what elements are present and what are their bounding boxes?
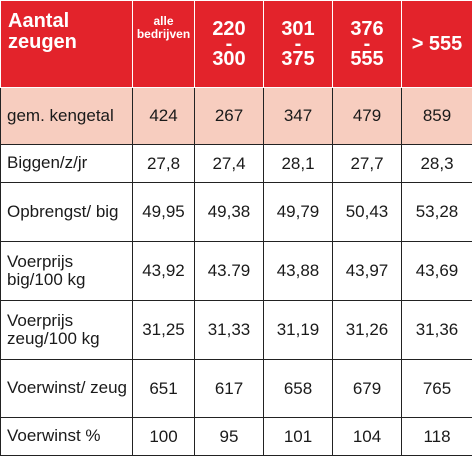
range-to: 375: [264, 49, 332, 70]
header-alle-bedrijven: alle bedrijven: [133, 1, 195, 88]
table-row-opbrengst: Opbrengst/ big 49,95 49,38 49,79 50,43 5…: [1, 183, 472, 242]
table-cell: 31,19: [264, 301, 333, 360]
row-label: Voerwinst %: [1, 418, 133, 456]
table-cell: 617: [195, 360, 264, 418]
table-cell: 95: [195, 418, 264, 456]
table-row-voerprijs-big: Voerprijs big/100 kg 43,92 43.79 43,88 4…: [1, 242, 472, 301]
table-cell: 28,3: [402, 145, 472, 183]
table-cell: 104: [333, 418, 402, 456]
table-cell: 267: [195, 88, 264, 145]
table-cell: 859: [402, 88, 472, 145]
row-label: Voerprijs zeug/100 kg: [1, 301, 133, 360]
table-cell: 49,38: [195, 183, 264, 242]
header-range-301-375: 301 - 375: [264, 1, 333, 88]
table-cell: 43,69: [402, 242, 472, 301]
table-row-gem-kengetal: gem. kengetal 424 267 347 479 859: [1, 88, 472, 145]
table-cell: 658: [264, 360, 333, 418]
row-label: Voerprijs big/100 kg: [1, 242, 133, 301]
header-row: Aantal zeugen alle bedrijven 220 - 300 3…: [1, 1, 472, 88]
table-cell: 101: [264, 418, 333, 456]
table-row-voerwinst-zeug: Voerwinst/ zeug 651 617 658 679 765: [1, 360, 472, 418]
table-cell: 479: [333, 88, 402, 145]
table-cell: 43.79: [195, 242, 264, 301]
header-over-555: > 555: [402, 1, 472, 88]
table-cell: 651: [133, 360, 195, 418]
table-cell: 49,79: [264, 183, 333, 242]
table-cell: 765: [402, 360, 472, 418]
header-range-376-555: 376 - 555: [333, 1, 402, 88]
table-cell: 50,43: [333, 183, 402, 242]
table-row-biggen: Biggen/z/jr 27,8 27,4 28,1 27,7 28,3: [1, 145, 472, 183]
table-cell: 31,25: [133, 301, 195, 360]
row-label: gem. kengetal: [1, 88, 133, 145]
table-cell: 27,7: [333, 145, 402, 183]
table-cell: 424: [133, 88, 195, 145]
table-cell: 31,36: [402, 301, 472, 360]
table-row-voerprijs-zeug: Voerprijs zeug/100 kg 31,25 31,33 31,19 …: [1, 301, 472, 360]
table-cell: 27,4: [195, 145, 264, 183]
table-cell: 679: [333, 360, 402, 418]
table-cell: 43,92: [133, 242, 195, 301]
table-cell: 28,1: [264, 145, 333, 183]
table-cell: 31,26: [333, 301, 402, 360]
table-cell: 347: [264, 88, 333, 145]
header-range-220-300: 220 - 300: [195, 1, 264, 88]
row-label: Voerwinst/ zeug: [1, 360, 133, 418]
row-label: Biggen/z/jr: [1, 145, 133, 183]
table-cell: 43,88: [264, 242, 333, 301]
table-cell: 118: [402, 418, 472, 456]
header-aantal-zeugen: Aantal zeugen: [1, 1, 133, 88]
table-cell: 43,97: [333, 242, 402, 301]
table-cell: 27,8: [133, 145, 195, 183]
table-cell: 49,95: [133, 183, 195, 242]
row-label: Opbrengst/ big: [1, 183, 133, 242]
table-cell: 53,28: [402, 183, 472, 242]
table-cell: 31,33: [195, 301, 264, 360]
range-to: 300: [195, 49, 263, 70]
table-row-voerwinst-pct: Voerwinst % 100 95 101 104 118: [1, 418, 472, 456]
range-to: 555: [333, 49, 401, 70]
table-cell: 100: [133, 418, 195, 456]
